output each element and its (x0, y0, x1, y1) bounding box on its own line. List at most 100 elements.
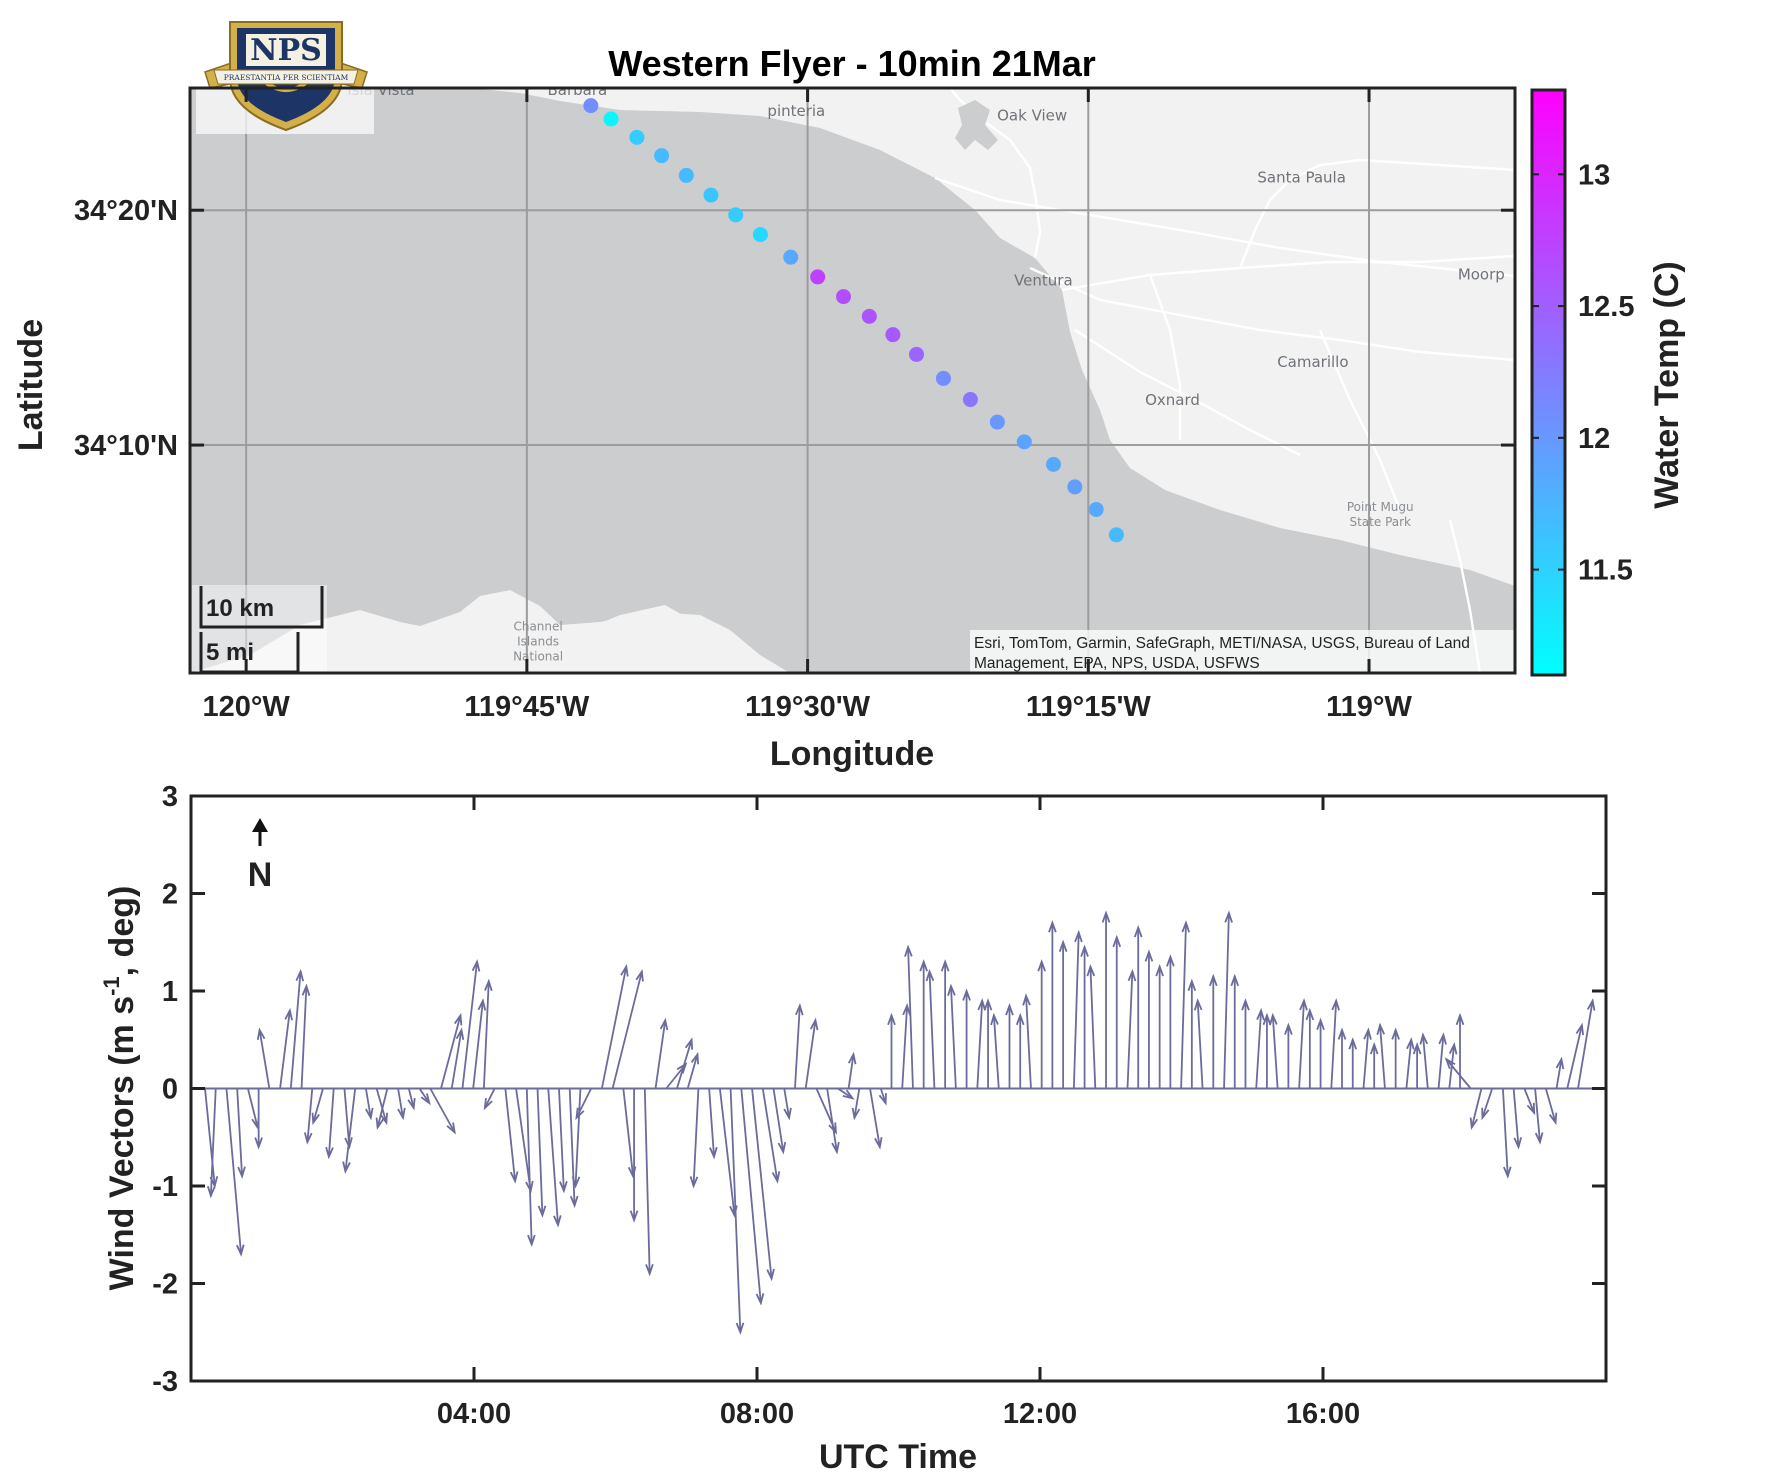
wind-x-tick-label: 16:00 (1286, 1398, 1360, 1430)
wind-vector (450, 1027, 465, 1089)
wind-vector (826, 1088, 840, 1155)
wind-vector (729, 1088, 745, 1335)
wind-vector (536, 1088, 547, 1218)
wind-vector (342, 1088, 357, 1174)
wind-x-tick-label: 08:00 (720, 1398, 794, 1430)
wind-vector (1469, 1088, 1483, 1131)
track-point (1016, 434, 1032, 450)
wind-vector (575, 1088, 592, 1121)
wind-vector (751, 1088, 775, 1282)
wind-vector (1337, 1027, 1347, 1089)
wind-vector (1230, 973, 1240, 1089)
wind-x-tick-label: 12:00 (1003, 1398, 1077, 1430)
map-place-label: Moorp (1458, 266, 1505, 284)
map-x-tick-label: 120°W (202, 691, 290, 723)
wind-vector (206, 1088, 217, 1199)
wind-vector (1112, 934, 1122, 1089)
wind-vector (1015, 1012, 1025, 1089)
wind-vector (1376, 1022, 1386, 1089)
wind-vector (740, 1088, 765, 1306)
wind-vector (761, 1088, 781, 1184)
wind-vector (418, 1088, 431, 1106)
track-point (861, 308, 877, 324)
map-place-label-small: National (513, 650, 563, 664)
wind-vector (887, 1012, 896, 1089)
wind-vector (472, 998, 487, 1089)
map-axis-ticks: 120°W 119°45'W 119°30'W 119°15'W 119°W 34°10'… (74, 88, 1515, 723)
attribution-box (970, 630, 1515, 673)
colorbar-gradient (1530, 88, 1567, 677)
wind-vector (611, 968, 644, 1089)
wind-vector (837, 1087, 855, 1100)
map-place-label-small: Point Mugu (1347, 500, 1414, 514)
track-point (728, 207, 744, 223)
track-point (629, 129, 645, 145)
wind-vector (440, 1012, 463, 1089)
wind-y-tick-label: -3 (152, 1366, 178, 1398)
wind-vector (1072, 929, 1083, 1089)
wind-vector (1362, 1027, 1372, 1089)
ship-track (583, 98, 1124, 543)
wind-vector (1241, 998, 1250, 1089)
wind-vector (983, 998, 993, 1089)
wind-vector (289, 968, 305, 1089)
map-y-tick-label: 34°20'N (74, 195, 178, 227)
map-x-tick-label: 119°30'W (745, 691, 871, 723)
wind-vector (708, 1088, 718, 1160)
track-point (909, 346, 925, 362)
wind-vector (925, 968, 936, 1089)
north-label: N (248, 856, 273, 894)
wind-vector (558, 1088, 568, 1194)
wind-vector (1419, 1032, 1429, 1089)
wind-vector (311, 1088, 324, 1126)
wind-vector (525, 1088, 536, 1248)
wind-y-label-pre: Wind Vectors (m s (103, 996, 141, 1290)
wind-vector (990, 1012, 1000, 1089)
wind-vector (919, 959, 928, 1089)
wind-vector (851, 1088, 861, 1121)
track-point (783, 249, 799, 265)
wind-vector (1048, 920, 1057, 1089)
wind-vector (804, 1017, 819, 1089)
wind-vector (1369, 1042, 1379, 1089)
wind-y-tick-label: 2 (162, 879, 178, 911)
wind-vector (962, 988, 971, 1089)
logo-text: NPS (250, 33, 322, 68)
wind-vector (1348, 1037, 1358, 1089)
map-x-tick-label: 119°45'W (464, 691, 590, 723)
wind-vector (629, 1088, 639, 1223)
wind-vector (1209, 973, 1218, 1089)
map-y-tick-label: 34°10'N (74, 430, 178, 462)
wind-vector (1155, 963, 1164, 1089)
map-place-label: Oxnard (1145, 391, 1200, 409)
north-arrow: N (248, 818, 273, 894)
wind-vector (375, 1088, 388, 1126)
wind-vector (654, 1017, 669, 1089)
wind-vector (1534, 1088, 1544, 1145)
scale-bar-km-label: 10 km (206, 595, 274, 622)
wind-vector (300, 983, 311, 1089)
wind-vector (1180, 920, 1190, 1089)
wind-vector (1330, 998, 1340, 1089)
wind-vector (303, 1088, 314, 1145)
wind-vector (1037, 959, 1046, 1089)
wind-vector (1555, 1056, 1565, 1089)
wind-vector (461, 959, 481, 1089)
wind-axis-ticks: -3 -2 -1 0 1 2 3 04:00 08:00 12:00 16:00 (152, 781, 1606, 1430)
wind-vector (1101, 910, 1111, 1089)
wind-vector (1284, 1022, 1293, 1089)
track-point (836, 289, 852, 305)
wind-vector (365, 1088, 374, 1121)
map-frame (188, 86, 1517, 675)
scale-bar: 10 km 5 mi (192, 585, 327, 674)
track-point (810, 269, 826, 285)
wind-vector (397, 1088, 406, 1121)
wind-vectors (204, 910, 1596, 1335)
wind-y-tick-label: -1 (152, 1171, 178, 1203)
map-place-labels: Isla Vista Barbara pinteria Oak View Santa P… (347, 88, 1505, 664)
wind-vector (1080, 944, 1089, 1089)
wind-y-label-post: , deg) (103, 886, 141, 977)
track-point (1067, 479, 1083, 495)
wind-vector (676, 1037, 694, 1089)
wind-vector (689, 1088, 700, 1189)
